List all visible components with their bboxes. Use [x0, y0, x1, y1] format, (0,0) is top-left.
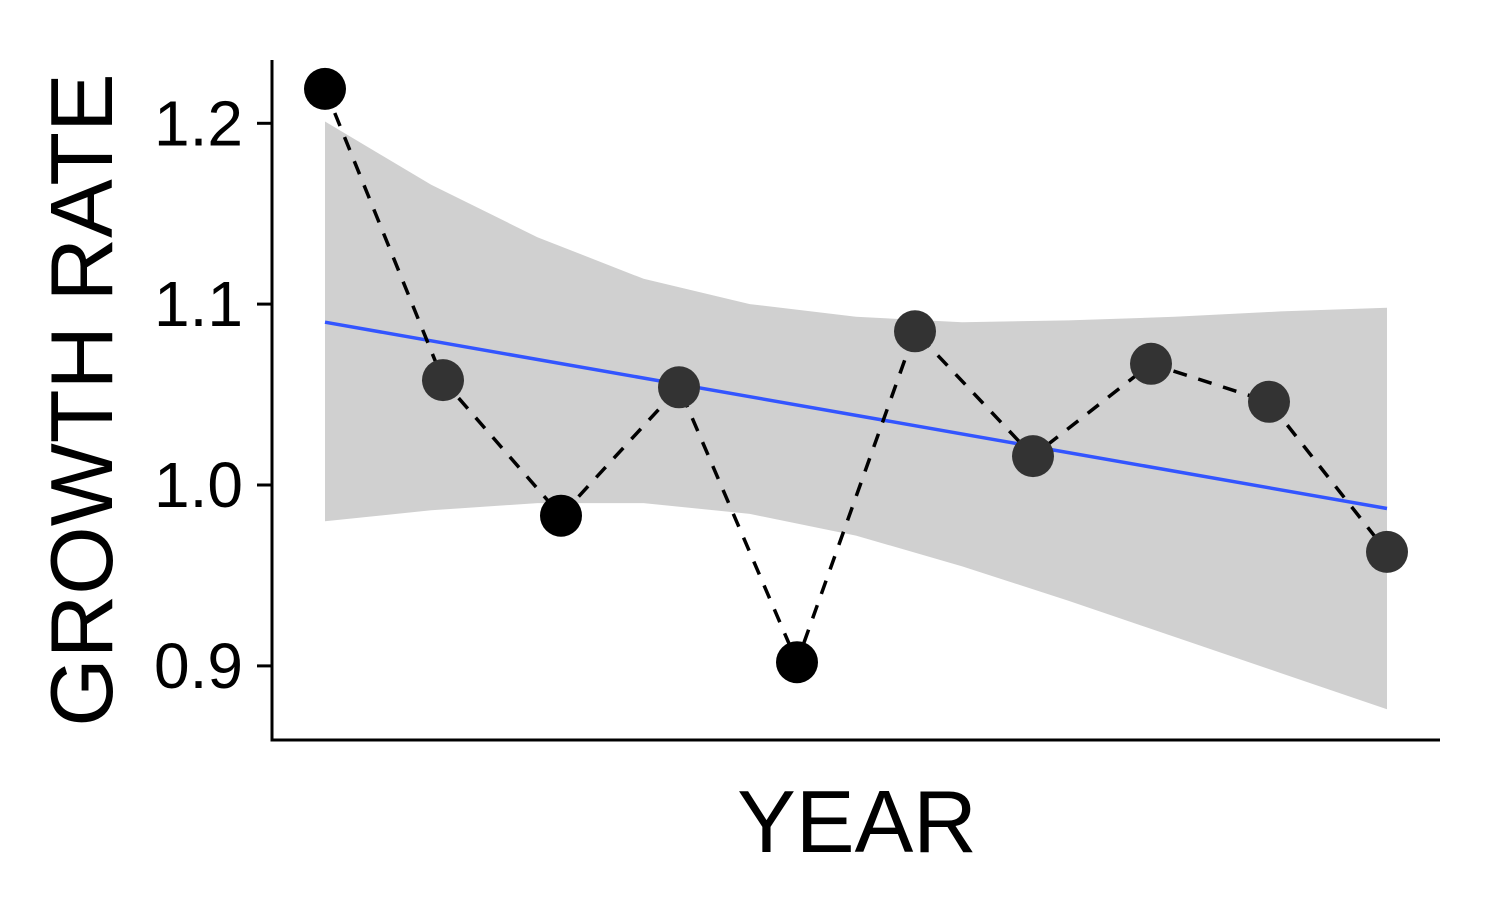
data-point	[1130, 342, 1172, 385]
axes-layer	[270, 60, 1440, 742]
y-tick-label: 1.2	[154, 87, 243, 159]
x-axis-title: YEAR	[737, 772, 977, 871]
y-tick-label: 1.0	[154, 449, 243, 521]
trend-line	[324, 320, 1388, 511]
y-axis-title: GROWTH RATE	[32, 73, 131, 726]
data-line-layer	[323, 88, 1389, 667]
data-point	[540, 494, 582, 537]
data-point	[422, 359, 464, 402]
data-point	[776, 641, 818, 684]
trend-layer	[324, 320, 1388, 511]
y-ticks-layer: 0.9 1.0 1.1 1.2	[154, 87, 272, 702]
data-point	[658, 366, 700, 409]
data-point	[304, 67, 346, 110]
data-point	[1366, 530, 1408, 573]
data-series-line	[323, 88, 1389, 667]
data-point	[1012, 435, 1054, 478]
data-points-layer	[304, 67, 1408, 684]
y-tick-label: 1.1	[154, 268, 243, 340]
data-point	[894, 310, 936, 353]
y-tick-label: 0.9	[154, 630, 243, 702]
data-point	[1248, 380, 1290, 423]
